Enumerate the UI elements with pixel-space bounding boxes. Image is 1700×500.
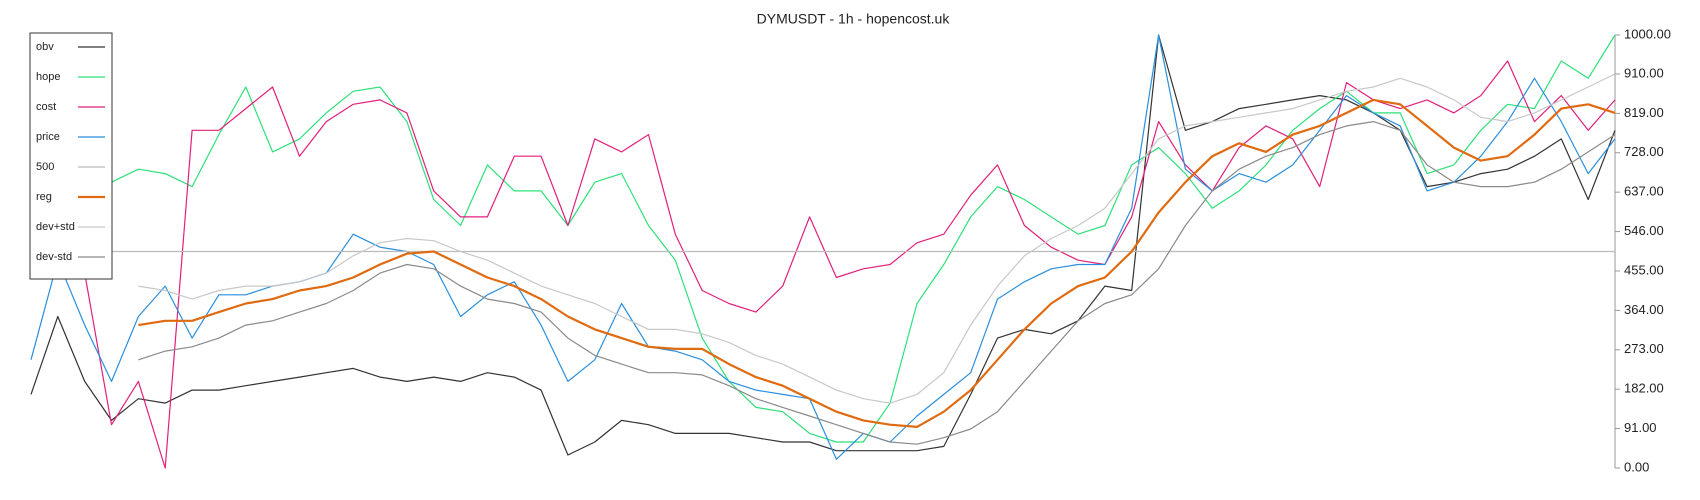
legend-label: 500 [36, 161, 54, 173]
legend-label: obv [36, 41, 54, 53]
legend-label: reg [36, 191, 52, 203]
series-line [138, 121, 1616, 445]
y-tick-label: 273.00 [1624, 341, 1664, 356]
y-tick-label: 728.00 [1624, 144, 1664, 159]
legend-label: hope [36, 71, 60, 83]
y-tick-label: 0.00 [1624, 459, 1649, 474]
y-tick-label: 637.00 [1624, 184, 1664, 199]
legend-label: cost [36, 101, 56, 113]
y-tick-label: 91.00 [1624, 420, 1657, 435]
y-tick-label: 182.00 [1624, 381, 1664, 396]
legend-label: dev-std [36, 251, 72, 263]
legend-label: dev+std [36, 221, 75, 233]
series-line [30, 60, 1616, 469]
y-tick-label: 1000.00 [1624, 26, 1671, 41]
y-tick-label: 364.00 [1624, 302, 1664, 317]
y-tick-label: 455.00 [1624, 262, 1664, 277]
series-line [111, 34, 1616, 443]
series-line [138, 98, 1616, 428]
series-line [138, 73, 1616, 404]
y-tick-label: 910.00 [1624, 65, 1664, 80]
legend: obv hope cost price 500 reg dev+std dev-std [29, 32, 113, 280]
y-tick-label: 819.00 [1624, 105, 1664, 120]
legend-label: price [36, 131, 60, 143]
legend-box [29, 32, 113, 280]
series-line [30, 34, 1616, 456]
y-tick-label: 546.00 [1624, 223, 1664, 238]
chart-title: DYMUSDT - 1h - hopencost.uk [757, 11, 951, 27]
